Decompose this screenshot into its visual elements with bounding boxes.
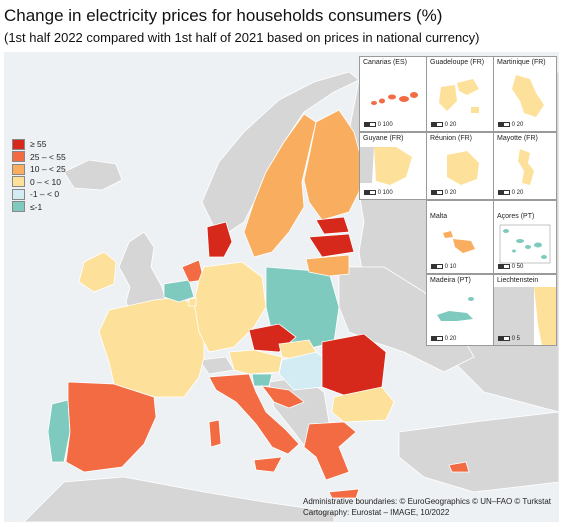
inset-canarias-shape [371, 92, 418, 105]
scale-bar: 0 10 [431, 263, 456, 270]
legend-item: ≥ 55 [12, 138, 66, 151]
region-croatia [261, 385, 305, 409]
scale-bar: 0 20 [498, 189, 523, 196]
map-subtitle: (1st half 2022 compared with 1st half of… [4, 30, 480, 45]
inset-mayotte: Mayotte (FR) 0 20 [493, 132, 557, 200]
inset-martinique: Martinique (FR) 0 20 [493, 56, 557, 132]
region-sicily [253, 456, 283, 473]
inset-liechtenstein-shape [494, 287, 556, 345]
region-france [98, 296, 205, 398]
region-austria [228, 349, 283, 375]
inset-label: Canarias (ES) [363, 59, 407, 66]
region-sweden [243, 113, 317, 258]
region-norway [201, 71, 360, 233]
region-sardinia [208, 419, 222, 448]
region-lithuania [305, 254, 350, 277]
inset-label: Madeira (PT) [430, 277, 471, 284]
inset-label: Guadeloupe (FR) [430, 59, 485, 66]
legend-item: 10 – < 25 [12, 163, 66, 176]
inset-guadeloupe: Guadeloupe (FR) 0 20 [426, 56, 494, 132]
map-title: Change in electricity prices for househo… [4, 6, 443, 25]
scale-bar: 0 5 [498, 335, 520, 342]
region-germany [193, 261, 267, 353]
inset-malta-shape [443, 231, 475, 253]
legend-swatch [12, 188, 25, 200]
inset-martinique-shape [512, 75, 544, 117]
scale-bar: 0 20 [431, 189, 456, 196]
legend-item: 0 – < 10 [12, 176, 66, 189]
inset-reunion-shape [447, 151, 479, 185]
inset-reunion: Réunion (FR) 0 20 [426, 132, 494, 200]
scale-bar: 0 100 [364, 189, 393, 196]
scale-bar: 0 20 [431, 335, 456, 342]
legend-swatch [12, 201, 25, 213]
inset-label: Mayotte (FR) [497, 135, 538, 142]
region-finland [303, 109, 363, 221]
region-switzerland [198, 356, 235, 375]
scale-bar: 0 20 [431, 121, 456, 128]
region-north-africa [23, 476, 335, 522]
inset-label: Martinique (FR) [497, 59, 546, 66]
scale-bar: 0 20 [498, 121, 523, 128]
inset-label: Guyane (FR) [363, 135, 404, 142]
legend-swatch [12, 138, 25, 150]
legend-label: -1 – < 0 [30, 189, 60, 200]
inset-label: Liechtenstein [497, 277, 539, 284]
legend-label: ≥ 55 [30, 139, 47, 150]
legend-item: ≤-1 [12, 201, 66, 214]
region-italy [208, 373, 300, 455]
region-romania [321, 333, 387, 398]
region-luxembourg [188, 297, 197, 307]
inset-label: Açores (PT) [497, 213, 535, 220]
region-ireland [78, 251, 117, 293]
legend-swatch [12, 163, 25, 175]
legend-item: -1 – < 0 [12, 188, 66, 201]
region-crete [328, 488, 360, 499]
map-credits: Administrative boundaries: © EuroGeograp… [303, 496, 551, 518]
region-portugal [47, 399, 71, 463]
region-greece [303, 421, 357, 481]
legend-swatch [12, 176, 25, 188]
region-slovenia [251, 373, 273, 387]
legend-label: ≤-1 [30, 201, 43, 212]
map-frame: ≥ 55 25 – < 55 10 – < 25 0 – < 10 -1 – <… [4, 52, 559, 522]
legend-label: 0 – < 10 [30, 176, 61, 187]
legend-label: 10 – < 25 [30, 164, 66, 175]
map-legend: ≥ 55 25 – < 55 10 – < 25 0 – < 10 -1 – <… [12, 138, 66, 213]
scale-bar: 0 50 [498, 263, 523, 270]
legend-item: 25 – < 55 [12, 151, 66, 164]
inset-canarias: Canarias (ES) 0 100 [359, 56, 427, 132]
inset-guyane-shape [360, 147, 412, 185]
inset-guadeloupe-shape [439, 79, 479, 113]
region-spain [65, 381, 157, 473]
credits-boundaries: Administrative boundaries: © EuroGeograp… [302, 497, 551, 506]
legend-label: 25 – < 55 [30, 151, 66, 162]
region-iceland [63, 159, 123, 191]
region-cyprus [448, 461, 470, 473]
inset-malta: Malta 0 10 [426, 200, 494, 274]
region-estonia [315, 216, 350, 235]
inset-acores-shape [499, 224, 551, 264]
legend-swatch [12, 151, 25, 163]
credits-cartography: Cartography: Eurostat – IMAGE, 10/2022 [302, 508, 450, 517]
region-denmark [206, 221, 233, 258]
inset-acores: Açores (PT) 0 50 [493, 200, 557, 274]
inset-madeira-shape [437, 297, 474, 321]
region-turkey [398, 411, 559, 493]
scale-bar: 0 100 [364, 121, 393, 128]
inset-madeira: Madeira (PT) 0 20 [426, 274, 494, 346]
inset-label: Malta [430, 213, 448, 220]
inset-guyane: Guyane (FR) 0 100 [359, 132, 427, 200]
region-belgium [163, 279, 195, 303]
region-bulgaria [331, 386, 395, 423]
inset-liechtenstein: Liechtenstein 0 5 [493, 274, 557, 346]
region-latvia [308, 233, 355, 258]
inset-label: Réunion (FR) [430, 135, 473, 142]
inset-mayotte-shape [518, 149, 534, 185]
